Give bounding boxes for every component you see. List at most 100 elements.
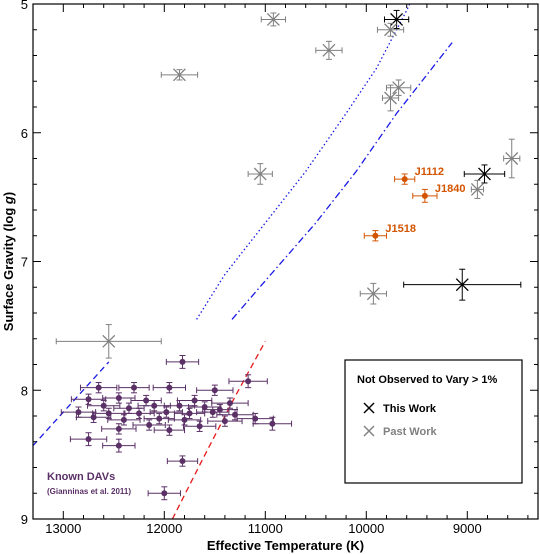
- dot-marker: [179, 458, 186, 465]
- data-point: [247, 163, 273, 185]
- axes: 13000 12000 11000 10000 9000 5 6 7 8 9: [21, 0, 538, 536]
- x-marker: [172, 68, 186, 82]
- data-point: [359, 282, 387, 305]
- y-axis-label: Surface Gravity (log g): [1, 192, 16, 331]
- data-point: [315, 40, 343, 60]
- dot-marker: [105, 410, 112, 417]
- y-tick-label: 7: [21, 255, 28, 270]
- data-point: [163, 400, 196, 412]
- dot-marker: [146, 422, 153, 429]
- line-red-edge: [171, 340, 266, 520]
- data-point: [149, 406, 183, 418]
- dot-marker: [252, 415, 259, 422]
- data-point: [470, 179, 484, 199]
- x-tick-label: 12000: [146, 521, 182, 536]
- data-point: [376, 22, 405, 37]
- x-tick-label: 11000: [248, 521, 283, 536]
- annotation-known-davs: Known DAVs: [47, 471, 115, 483]
- data-point: [503, 138, 521, 179]
- dot-marker: [186, 410, 193, 417]
- dot-marker: [211, 387, 218, 394]
- legend-entry: Past Work: [363, 425, 437, 438]
- dot-marker: [75, 409, 82, 416]
- dot-marker: [245, 378, 252, 385]
- data-point: [69, 432, 108, 447]
- legend-marker: [363, 425, 375, 437]
- data-point: [107, 414, 141, 426]
- dot-marker: [269, 420, 276, 427]
- legend-label: This Work: [383, 403, 437, 415]
- dot-marker: [176, 402, 183, 409]
- data-point: [102, 392, 136, 404]
- data-point: [381, 84, 400, 112]
- data-point: [463, 164, 506, 184]
- data-point: [196, 406, 230, 418]
- legend-title: Not Observed to Vary > 1%: [357, 374, 498, 386]
- data-point: [130, 394, 162, 407]
- data-point: [167, 414, 202, 426]
- dot-marker: [120, 416, 127, 423]
- data-point: [70, 393, 107, 405]
- x-tick-label: 9000: [453, 521, 482, 536]
- x-marker: [470, 182, 484, 196]
- data-point: [60, 406, 97, 418]
- data-point: [160, 68, 199, 82]
- data-point: [102, 438, 136, 453]
- x-marker: [253, 167, 267, 181]
- x-marker: [392, 81, 406, 95]
- dot-marker: [181, 416, 188, 423]
- series-this-work: [383, 9, 522, 301]
- data-point: J1840: [412, 183, 466, 203]
- data-point: J1112: [394, 166, 444, 185]
- dot-marker: [166, 384, 173, 391]
- data-point: [166, 455, 199, 467]
- y-tick-label: 6: [21, 126, 28, 141]
- data-point: [165, 354, 200, 369]
- data-point: J1518: [363, 223, 416, 242]
- dot-marker: [201, 403, 208, 410]
- x-marker: [266, 12, 280, 26]
- data-point: [123, 407, 155, 420]
- data-point: [182, 420, 217, 432]
- x-tick-label: 10000: [348, 521, 384, 536]
- x-marker: [384, 23, 397, 37]
- legend: Not Observed to Vary > 1% This Work Past …: [344, 359, 523, 484]
- dot-marker: [372, 232, 379, 239]
- data-point: [228, 374, 268, 389]
- line-dash-dot: [231, 42, 453, 320]
- data-point: [196, 384, 234, 396]
- data-point: [143, 412, 175, 425]
- data-point: [202, 403, 238, 416]
- point-label: J1840: [435, 183, 466, 195]
- line-dotted: [196, 3, 411, 320]
- dot-marker: [115, 442, 122, 449]
- data-point: [403, 268, 522, 301]
- data-point: [236, 412, 274, 425]
- data-point: [152, 382, 187, 394]
- x-marker: [455, 278, 469, 292]
- series-known-davs: [60, 354, 293, 501]
- legend-box: [344, 359, 523, 484]
- dot-marker: [143, 397, 150, 404]
- dot-marker: [421, 192, 428, 199]
- dot-marker: [209, 409, 216, 416]
- x-tick-label: 13000: [45, 521, 81, 536]
- data-point: [211, 397, 249, 409]
- series-variable: J1112 J1840 J1518: [363, 166, 466, 242]
- dot-marker: [125, 405, 132, 412]
- line-blue-edge: [32, 361, 110, 447]
- series-past-work: [55, 12, 521, 359]
- data-point: [147, 486, 181, 501]
- dot-marker: [232, 411, 238, 418]
- data-point: [87, 400, 121, 412]
- dot-marker: [216, 406, 223, 413]
- data-point: [79, 382, 118, 394]
- dot-marker: [401, 176, 408, 183]
- data-point: [132, 419, 166, 431]
- dot-marker: [90, 414, 97, 421]
- legend-label: Past Work: [383, 426, 437, 438]
- point-label: J1518: [385, 223, 416, 235]
- y-tick-label: 5: [21, 0, 28, 12]
- data-point: [118, 382, 150, 394]
- x-marker: [384, 91, 397, 105]
